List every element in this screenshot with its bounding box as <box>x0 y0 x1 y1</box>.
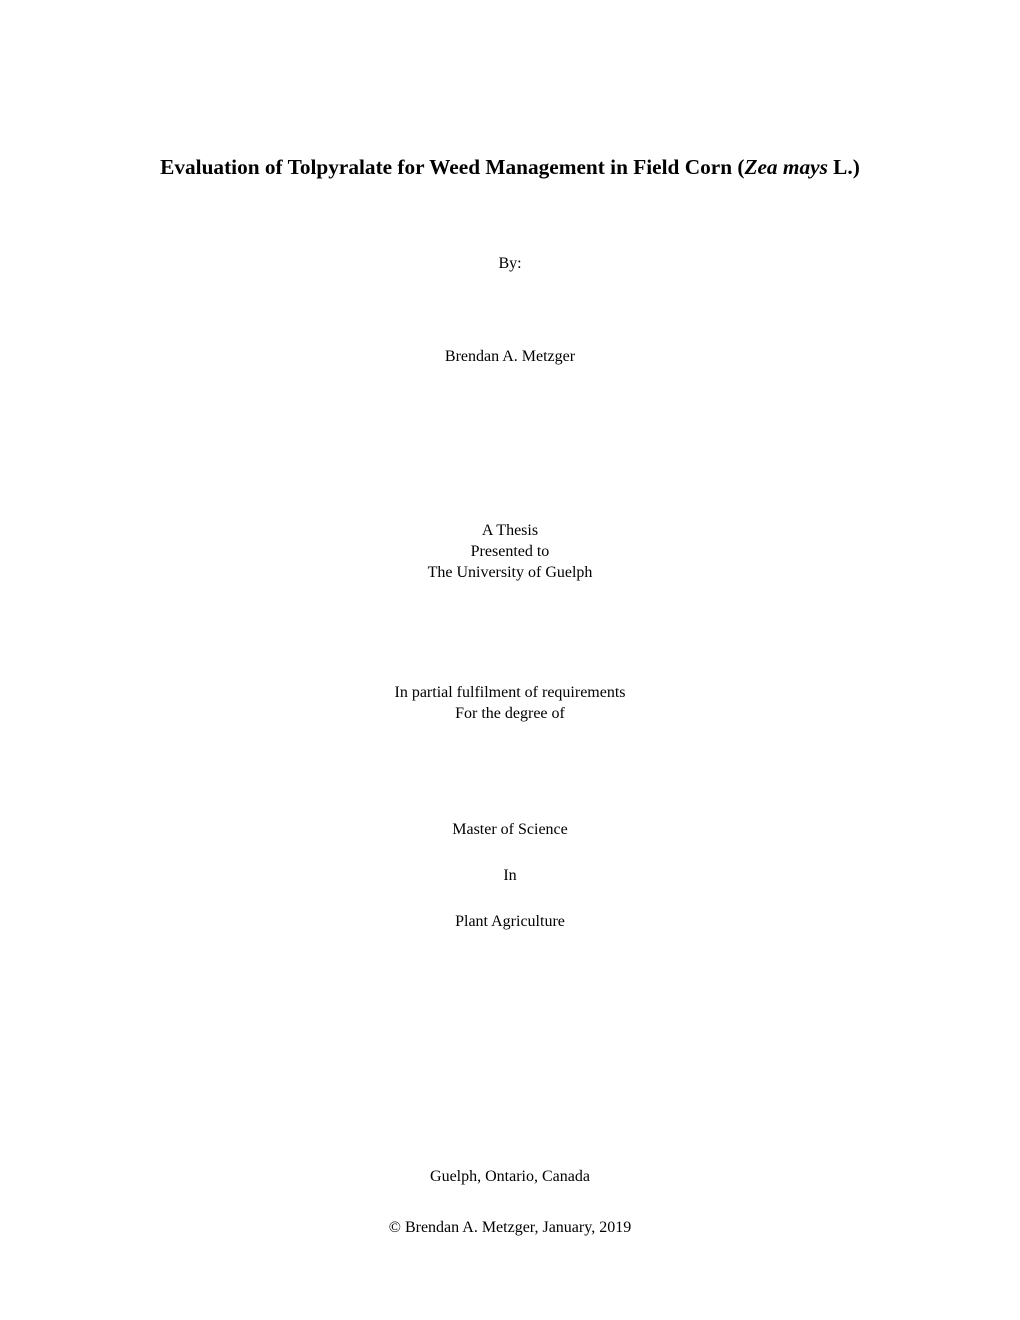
fulfillment-block: In partial fulfilment of requirements Fo… <box>394 683 625 725</box>
presented-to-label: Presented to <box>428 542 593 563</box>
title-suffix: L.) <box>828 155 860 179</box>
degree-name: Master of Science <box>452 820 568 841</box>
degree-in: In <box>452 866 568 887</box>
degree-field: Plant Agriculture <box>452 912 568 933</box>
presented-block: A Thesis Presented to The University of … <box>428 521 593 583</box>
title-italic: Zea mays <box>744 155 827 179</box>
fulfillment-line2: For the degree of <box>394 704 625 725</box>
location: Guelph, Ontario, Canada <box>430 1167 590 1188</box>
fulfillment-line1: In partial fulfilment of requirements <box>394 683 625 704</box>
page-title: Evaluation of Tolpyralate for Weed Manag… <box>160 155 860 180</box>
degree-block: Master of Science In Plant Agriculture <box>452 820 568 932</box>
thesis-title-page: Evaluation of Tolpyralate for Weed Manag… <box>100 155 920 1220</box>
thesis-label: A Thesis <box>428 521 593 542</box>
university-name: The University of Guelph <box>428 563 593 584</box>
by-label: By: <box>498 255 521 273</box>
author-name: Brendan A. Metzger <box>445 348 575 366</box>
copyright: © Brendan A. Metzger, January, 2019 <box>389 1218 631 1239</box>
title-prefix: Evaluation of Tolpyralate for Weed Manag… <box>160 155 744 179</box>
